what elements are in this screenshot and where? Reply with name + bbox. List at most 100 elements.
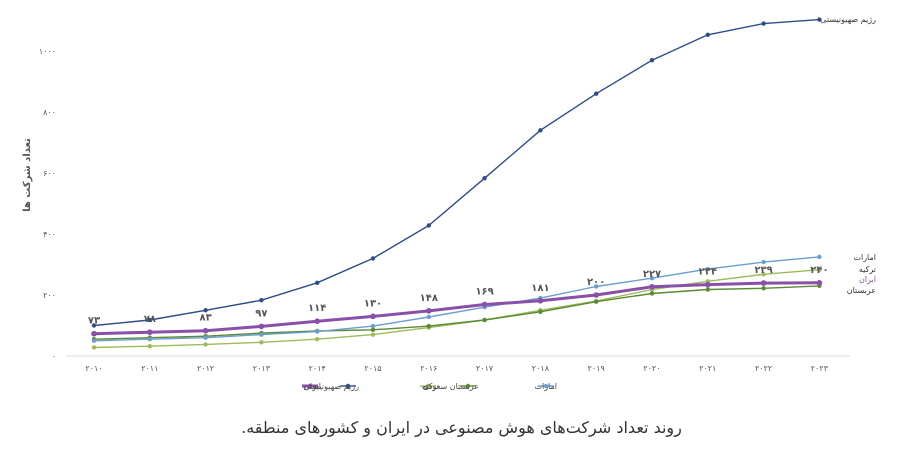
x-tick-label: ۲۰۱۹ — [588, 364, 605, 373]
y-tick-label: ۸۰۰ — [43, 108, 56, 117]
legend-label: رژیم صهیونیستی — [303, 382, 359, 391]
x-tick-label: ۲۰۱۱ — [141, 364, 158, 373]
data-label-iran: ۱۸۱ — [531, 283, 549, 294]
x-tick-label: ۲۰۲۱ — [699, 364, 716, 373]
y-tick-label: ۲۰۰ — [43, 291, 56, 300]
data-label-iran: ۲۴۰ — [810, 265, 828, 276]
data-point-israel — [761, 21, 766, 26]
data-point-israel — [426, 223, 431, 228]
data-point-saudi — [538, 309, 543, 314]
legend-label: ترکیه — [422, 382, 439, 391]
x-tick-label: ۲۰۲۰ — [643, 364, 660, 373]
data-point-saudi — [594, 299, 599, 304]
data-point-uae — [649, 276, 655, 281]
x-tick-label: ۲۰۱۳ — [253, 364, 271, 373]
legend-label: امارات — [534, 382, 557, 391]
data-point-uae — [705, 266, 710, 272]
data-point-iran — [426, 308, 432, 314]
data-point-israel — [259, 297, 264, 303]
data-point-iran — [705, 281, 711, 288]
data-label-iran: ۹۷ — [255, 308, 267, 319]
x-tick-label: ۲۰۱۰ — [85, 364, 102, 373]
data-point-saudi — [705, 287, 710, 292]
data-label-iran: ۲۰۰ — [587, 277, 605, 288]
legend-item-uae: امارات — [534, 382, 557, 391]
data-label-iran: ۸۳ — [199, 313, 211, 324]
data-point-uae — [761, 259, 766, 265]
legend-item-iran: ایران — [302, 382, 321, 391]
data-point-iran — [816, 280, 823, 286]
x-tick-label: ۲۰۱۷ — [476, 364, 494, 373]
data-label-iran: ۲۳۴ — [699, 267, 717, 278]
data-point-israel — [203, 308, 208, 313]
figure-caption: روند تعداد شرکت‌های هوش مصنوعی در ایران … — [241, 418, 682, 437]
data-point-turkey — [817, 267, 822, 272]
data-point-israel — [817, 17, 822, 22]
data-point-turkey — [761, 272, 766, 277]
data-point-iran — [258, 323, 265, 330]
x-tick-label: ۲۰۱۴ — [309, 364, 326, 373]
axes: ۰ ۲۰۰ ۴۰۰ ۶۰۰ ۸۰۰ ۱۰۰۰ ۲۰۱۰ ۲۰۱۱ ۲۰۱۲ ۲۰۱۳ ۲۰۱۴ ۲۰۱… — [22, 47, 850, 373]
data-point-saudi — [370, 327, 376, 332]
data-point-turkey — [203, 342, 208, 347]
x-tick-label: ۲۰۱۶ — [420, 364, 437, 373]
legend-label: عربستان سعودی — [423, 382, 479, 391]
end-label-saudi: عربستان — [847, 286, 876, 295]
data-label-iran: ۱۱۴ — [308, 303, 326, 314]
data-point-uae — [315, 329, 320, 334]
x-tick-label: ۲۰۲۳ — [811, 364, 829, 373]
data-point-israel — [649, 57, 655, 63]
data-label-iran: ۲۲۷ — [643, 269, 661, 280]
y-tick-label: ۱۰۰۰ — [39, 47, 56, 56]
end-label-uae: امارات — [853, 253, 876, 262]
data-point-israel — [482, 175, 487, 181]
x-tick-label: ۲۰۱۸ — [532, 364, 550, 373]
data-point-israel — [538, 128, 543, 133]
data-point-turkey — [315, 337, 320, 342]
data-point-saudi — [426, 323, 431, 329]
legend-marker — [543, 383, 549, 389]
data-point-uae — [259, 332, 264, 337]
data-point-uae — [594, 284, 599, 289]
data-point-uae — [203, 335, 208, 340]
data-point-iran — [370, 313, 376, 320]
data-label-iran: ۱۶۹ — [475, 286, 493, 297]
legend-item-turkey: ترکیه — [420, 382, 439, 391]
series-line-iran — [93, 281, 820, 336]
chart: ۰ ۲۰۰ ۴۰۰ ۶۰۰ ۸۰۰ ۱۰۰۰ ۲۰۱۰ ۲۰۱۱ ۲۰۱۲ ۲۰۱۳ ۲۰۱۴ ۲۰۱… — [22, 15, 876, 391]
series-line-uae — [93, 256, 820, 342]
data-point-iran — [147, 329, 153, 336]
data-point-iran — [202, 327, 209, 334]
y-tick-label: ۶۰۰ — [43, 169, 56, 178]
data-point-uae — [91, 338, 97, 343]
data-point-saudi — [482, 317, 487, 323]
data-point-turkey — [91, 345, 97, 350]
series-line-israel — [93, 18, 820, 327]
data-point-turkey — [370, 332, 376, 337]
data-point-saudi — [761, 286, 766, 291]
data-point-iran — [91, 330, 97, 337]
x-tick-label: ۲۰۱۵ — [364, 364, 381, 373]
data-point-israel — [705, 32, 710, 38]
data-point-israel — [594, 91, 599, 96]
series-lines — [91, 17, 823, 350]
x-tick-label: ۲۰۲۲ — [755, 364, 772, 373]
data-point-iran — [649, 283, 655, 290]
y-tick-label: ۴۰۰ — [43, 230, 56, 239]
y-tick-label: ۰ — [52, 352, 56, 361]
data-labels: ۷۳ ۷۸ ۸۳ ۹۷ ۱۱۴ ۱۳۰ ۱۴۸ ۱۶۹ ۱۸۱ ۲۰۰ ۲۲۷ ۲۳۴ ۲۳۹ ۲۴۰ ای… — [88, 15, 876, 327]
data-point-iran — [314, 318, 321, 325]
legend-marker — [307, 383, 313, 389]
legend-item-saudi: عربستان سعودی — [423, 382, 479, 391]
data-label-iran: ۱۴۸ — [420, 293, 438, 304]
legend-marker — [465, 383, 471, 389]
legend-label: ایران — [304, 382, 321, 391]
data-label-iran: ۷۳ — [88, 316, 100, 327]
end-label-israel: رژیم صهیونیستی — [820, 15, 876, 24]
data-label-iran: ۱۳۰ — [364, 298, 382, 309]
data-label-iran: ۷۸ — [144, 314, 156, 325]
data-point-uae — [147, 337, 152, 342]
data-point-iran — [760, 280, 767, 286]
data-point-uae — [370, 323, 376, 329]
